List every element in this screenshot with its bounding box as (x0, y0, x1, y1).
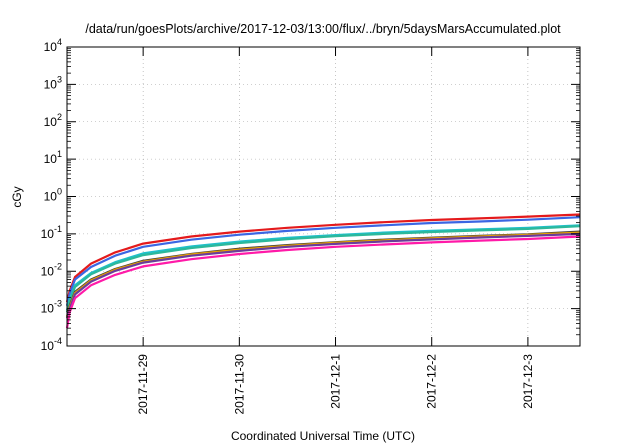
y-tick-label: 102 (44, 112, 62, 129)
series-line (65, 232, 581, 319)
series-line (65, 235, 581, 329)
series-line (65, 225, 581, 313)
y-tick-label: 10-1 (41, 224, 62, 241)
y-tick-label: 103 (44, 74, 62, 91)
series-line (65, 213, 581, 303)
x-tick-label: 2017-12-2 (425, 354, 439, 409)
x-axis-ticks: 2017-11-29 2017-11-30 2017-12-1 2017-12-2 20… (136, 47, 535, 415)
y-axis-ticks: 10-4 10-3 10-2 10-1 100 101 102 103 104 (41, 37, 580, 353)
x-tick-label: 2017-11-29 (136, 354, 150, 415)
series-line (65, 216, 581, 306)
x-tick-label: 2017-12-3 (521, 354, 535, 409)
x-tick-label: 2017-11-30 (232, 354, 246, 415)
y-tick-label: 10-2 (41, 261, 62, 278)
series-line (65, 224, 581, 311)
y-tick-label: 10-3 (41, 299, 62, 316)
y-tick-label: 104 (44, 37, 62, 54)
y-tick-label: 10-4 (41, 336, 62, 353)
x-axis-label: Coordinated Universal Time (UTC) (231, 429, 415, 443)
y-axis-label: cGy (10, 186, 24, 207)
grid-lines (67, 46, 580, 347)
y-tick-label: 100 (44, 187, 62, 204)
y-tick-label: 101 (44, 149, 62, 166)
x-tick-label: 2017-12-1 (329, 354, 343, 409)
chart-title: /data/run/goesPlots/archive/2017-12-03/1… (85, 22, 561, 36)
series-lines (65, 213, 581, 329)
